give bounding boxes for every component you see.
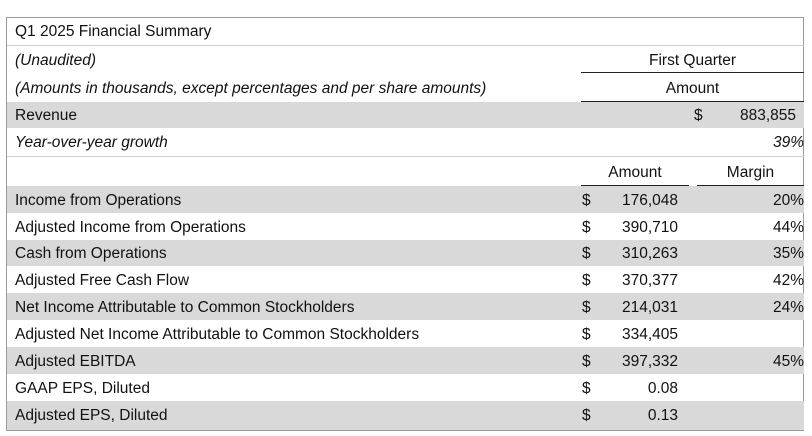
row-amount: 176,048 (621, 192, 678, 209)
growth-value: 39% (772, 134, 804, 151)
row-currency: $ (582, 380, 591, 397)
row-amount: 0.08 (647, 380, 678, 397)
col-margin-underline (697, 185, 804, 186)
row-margin: 35% (772, 245, 804, 262)
row-amount: 397,332 (621, 353, 678, 370)
row-currency: $ (582, 192, 591, 209)
col-amount-header: Amount (608, 164, 662, 181)
row-label: Income from Operations (15, 192, 182, 209)
amount-underline (581, 101, 804, 102)
title-row: Q1 2025 Financial Summary (7, 18, 804, 44)
row-currency: $ (582, 245, 591, 262)
table-row: Adjusted Net Income Attributable to Comm… (7, 320, 804, 347)
row-label: Adjusted Free Cash Flow (15, 272, 190, 289)
row-label: Adjusted EPS, Diluted (15, 407, 168, 424)
row-currency: $ (582, 353, 591, 370)
row-amount: 310,263 (621, 245, 678, 262)
units-row: (Amounts in thousands, except percentage… (7, 73, 804, 100)
units-label: (Amounts in thousands, except percentage… (15, 80, 487, 97)
growth-row: Year-over-year growth 39% (7, 128, 804, 155)
unaudited-label: (Unaudited) (15, 52, 96, 69)
row-margin: 24% (772, 299, 804, 316)
row-label: Adjusted EBITDA (15, 353, 136, 370)
row-currency: $ (582, 272, 591, 289)
row-amount: 370,377 (621, 272, 678, 289)
table-row: Adjusted Income from Operations $ 390,71… (7, 213, 804, 240)
row-amount: 214,031 (621, 299, 678, 316)
growth-label: Year-over-year growth (15, 134, 168, 151)
table-row: Income from Operations $ 176,048 20% (7, 186, 804, 213)
row-margin: 45% (772, 353, 804, 370)
unaudited-row: (Unaudited) First Quarter (7, 46, 804, 72)
row-currency: $ (582, 299, 591, 316)
row-label: Adjusted Net Income Attributable to Comm… (15, 326, 420, 343)
financial-summary-table: Q1 2025 Financial Summary (Unaudited) Fi… (6, 17, 804, 431)
table-row: Adjusted EBITDA $ 397,332 45% (7, 347, 804, 374)
row-label: Adjusted Income from Operations (15, 219, 246, 236)
row-currency: $ (582, 219, 591, 236)
growth-divider (7, 156, 804, 157)
row-amount: 0.13 (647, 407, 678, 424)
row-label: GAAP EPS, Diluted (15, 380, 150, 397)
row-margin: 42% (772, 272, 804, 289)
row-amount: 334,405 (621, 326, 678, 343)
row-label: Net Income Attributable to Common Stockh… (15, 299, 355, 316)
row-label: Cash from Operations (15, 245, 167, 262)
row-margin: 44% (772, 219, 804, 236)
table-row: Adjusted EPS, Diluted $ 0.13 (7, 401, 804, 430)
row-margin: 20% (772, 192, 804, 209)
amount-header: Amount (665, 80, 720, 97)
table-row: GAAP EPS, Diluted $ 0.08 (7, 374, 804, 401)
revenue-label: Revenue (15, 107, 78, 124)
period-header: First Quarter (649, 52, 736, 69)
period-underline (581, 72, 804, 73)
revenue-row: Revenue $ 883,855 (7, 102, 804, 128)
column-header-row: Amount Margin (7, 157, 804, 185)
table-row: Net Income Attributable to Common Stockh… (7, 293, 804, 320)
col-margin-header: Margin (726, 164, 775, 181)
row-amount: 390,710 (621, 219, 678, 236)
row-currency: $ (582, 407, 591, 424)
title-divider (7, 45, 804, 46)
table-row: Adjusted Free Cash Flow $ 370,377 42% (7, 266, 804, 293)
row-currency: $ (582, 326, 591, 343)
table-row: Cash from Operations $ 310,263 35% (7, 240, 804, 266)
revenue-currency: $ (694, 107, 703, 124)
table-title: Q1 2025 Financial Summary (15, 23, 212, 40)
revenue-value: 883,855 (739, 107, 796, 124)
col-amount-underline (581, 185, 689, 186)
